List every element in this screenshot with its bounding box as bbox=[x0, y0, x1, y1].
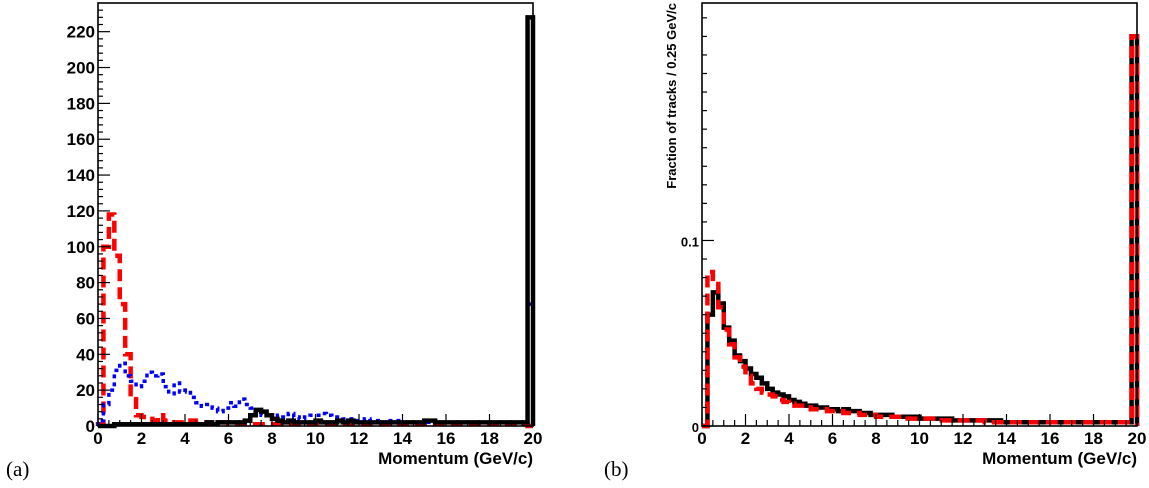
x-tick-label: 16 bbox=[437, 429, 456, 448]
x-tick-label: 10 bbox=[910, 429, 929, 448]
x-tick-label: 6 bbox=[828, 429, 837, 448]
x-tick-label: 10 bbox=[306, 429, 325, 448]
x-tick-label: 14 bbox=[393, 429, 412, 448]
y-tick-label: 80 bbox=[76, 274, 95, 293]
x-tick-label: 20 bbox=[1128, 429, 1147, 448]
panel-a-label: (a) bbox=[6, 457, 29, 481]
series-solid-0 bbox=[702, 34, 1140, 429]
x-tick-label: 16 bbox=[1041, 429, 1060, 448]
y-tick-label: 0.1 bbox=[681, 234, 699, 249]
plot-frame bbox=[97, 2, 534, 427]
series-solid-2 bbox=[98, 15, 536, 429]
series-long-dash-0 bbox=[95, 212, 533, 429]
y-axis-label: Fraction of tracks / 0.25 GeV/c bbox=[664, 3, 679, 189]
x-axis-label: Momentum (GeV/c) bbox=[378, 449, 533, 468]
y-tick-label: 100 bbox=[67, 238, 95, 257]
x-tick-label: 12 bbox=[954, 429, 973, 448]
plot-frame bbox=[701, 2, 1138, 427]
x-tick-label: 6 bbox=[224, 429, 233, 448]
x-tick-label: 8 bbox=[267, 429, 276, 448]
panel-a-chart: 0 2 4 6 8 10 12 14 16 18 2002040608010012014016018… bbox=[67, 2, 543, 468]
series-dotted-1 bbox=[96, 302, 535, 426]
x-axis-label: Momentum (GeV/c) bbox=[982, 449, 1137, 468]
x-tick-label: 0 bbox=[93, 429, 102, 448]
y-tick-label: 200 bbox=[67, 59, 95, 78]
x-tick-label: 4 bbox=[180, 429, 190, 448]
series-long-dash-1 bbox=[702, 34, 1140, 429]
x-tick-label: 12 bbox=[350, 429, 369, 448]
x-tick-label: 20 bbox=[524, 429, 543, 448]
panel-b-chart: 0 2 4 6 8 10 12 14 16 18 20 0 0.1 Momentum (GeV/c) Fra… bbox=[664, 2, 1147, 468]
x-tick-label: 2 bbox=[137, 429, 146, 448]
y-tick-label: 0 bbox=[692, 420, 699, 435]
y-tick-label: 180 bbox=[67, 94, 95, 113]
y-tick-label: 20 bbox=[76, 381, 95, 400]
x-tick-label: 8 bbox=[871, 429, 880, 448]
y-tick-label: 0 bbox=[86, 417, 95, 436]
y-tick-label: 120 bbox=[67, 202, 95, 221]
x-tick-label: 0 bbox=[697, 429, 706, 448]
y-tick-label: 160 bbox=[67, 130, 95, 149]
y-tick-label: 140 bbox=[67, 166, 95, 185]
panel-b-label: (b) bbox=[604, 457, 629, 481]
x-tick-label: 4 bbox=[784, 429, 794, 448]
y-tick-label: 220 bbox=[67, 23, 95, 42]
x-tick-label: 18 bbox=[480, 429, 499, 448]
x-tick-label: 18 bbox=[1084, 429, 1103, 448]
y-tick-label: 60 bbox=[76, 309, 95, 328]
y-tick-label: 40 bbox=[76, 345, 95, 364]
x-tick-label: 14 bbox=[997, 429, 1016, 448]
x-tick-label: 2 bbox=[741, 429, 750, 448]
